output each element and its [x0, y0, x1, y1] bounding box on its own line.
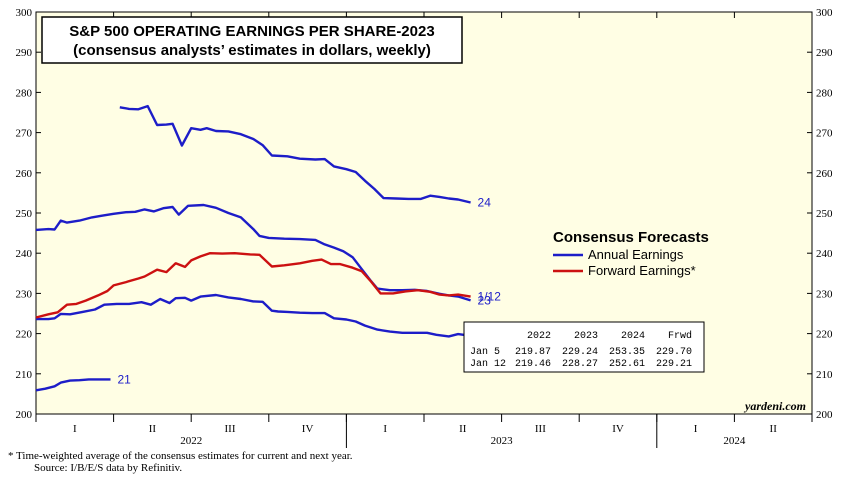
quarter-label: IV — [302, 423, 314, 435]
series-end-label: 1/12 — [478, 290, 502, 304]
chart-title: S&P 500 OPERATING EARNINGS PER SHARE-202… — [69, 23, 434, 40]
y-tick-label-right: 200 — [816, 409, 833, 421]
series-end-label: 23 — [478, 293, 492, 307]
quarter-label: III — [225, 423, 236, 435]
forward-earnings-line — [35, 252, 471, 319]
year-label: 2022 — [180, 435, 202, 447]
annual-earnings-line-23 — [35, 203, 471, 302]
table-cell: 229.24 — [562, 347, 598, 358]
y-tick-label-right: 270 — [816, 128, 833, 140]
y-tick-label-left: 260 — [16, 168, 33, 180]
y-tick-label-right: 230 — [816, 288, 833, 300]
series-layer: 212223241/12 — [35, 104, 502, 392]
y-tick-label-right: 300 — [816, 7, 833, 19]
chart-subtitle: (consensus analysts’ estimates in dollar… — [73, 42, 431, 59]
y-tick-label-left: 210 — [16, 369, 33, 381]
data-table — [463, 321, 705, 373]
y-tick-label-left: 300 — [16, 7, 33, 19]
series-end-label: 24 — [478, 196, 492, 210]
title-box — [41, 16, 463, 64]
yardeni-credit: yardeni.com — [743, 399, 806, 413]
legend-annual-label: Annual Earnings — [588, 247, 684, 262]
table-cell: 229.70 — [656, 347, 692, 358]
y-tick-label-right: 220 — [816, 329, 833, 341]
table-cell: 219.87 — [515, 347, 551, 358]
y-tick-label-left: 230 — [16, 288, 33, 300]
table-header-cell: 2023 — [574, 331, 598, 342]
annual-earnings-line-24 — [119, 104, 471, 204]
year-label: 2023 — [491, 435, 514, 447]
quarter-label: I — [383, 423, 387, 435]
y-tick-label-left: 290 — [16, 47, 33, 59]
y-tick-label-right: 290 — [816, 47, 833, 59]
y-tick-label-right: 260 — [816, 168, 833, 180]
legend-forward-label: Forward Earnings* — [588, 263, 696, 278]
y-tick-label-left: 240 — [16, 248, 33, 260]
table-cell: Jan 5 — [470, 347, 500, 358]
table-header-cell: 2024 — [621, 331, 645, 342]
table-header-cell: 2022 — [527, 331, 551, 342]
table-cell: 252.61 — [609, 359, 645, 370]
y-tick-label-right: 250 — [816, 208, 833, 220]
year-label: 2024 — [723, 435, 746, 447]
quarter-label: II — [149, 423, 157, 435]
series-end-label: 21 — [117, 372, 131, 386]
y-tick-label-right: 210 — [816, 369, 833, 381]
table-cell: 219.46 — [515, 359, 551, 370]
footnote: * Time-weighted average of the consensus… — [8, 450, 353, 462]
legend-title: Consensus Forecasts — [553, 229, 709, 246]
quarter-label: III — [535, 423, 546, 435]
y-tick-label-left: 270 — [16, 128, 33, 140]
y-tick-label-left: 200 — [16, 409, 33, 421]
quarter-label: I — [73, 423, 77, 435]
table-cell: 228.27 — [562, 359, 598, 370]
y-tick-label-left: 250 — [16, 208, 33, 220]
quarter-label: IV — [612, 423, 624, 435]
quarter-label: II — [459, 423, 467, 435]
source-note: Source: I/B/E/S data by Refinitiv. — [34, 462, 183, 474]
quarter-label: II — [770, 423, 778, 435]
table-cell: Jan 12 — [470, 359, 506, 370]
y-tick-label-left: 280 — [16, 87, 33, 99]
table-header-cell: Frwd — [668, 330, 692, 342]
y-tick-label-right: 280 — [816, 87, 833, 99]
y-tick-label-left: 220 — [16, 329, 33, 341]
axis-ticks: 200 200 210 210 220 220 230 230 240 240 250 250 260 2… — [16, 7, 833, 448]
table-cell: 229.21 — [656, 359, 692, 370]
table-cell: 253.35 — [609, 347, 645, 358]
y-tick-label-right: 240 — [816, 248, 833, 260]
quarter-label: I — [694, 423, 698, 435]
annual-earnings-line-22 — [36, 293, 471, 338]
annual-earnings-line-21 — [35, 378, 111, 392]
